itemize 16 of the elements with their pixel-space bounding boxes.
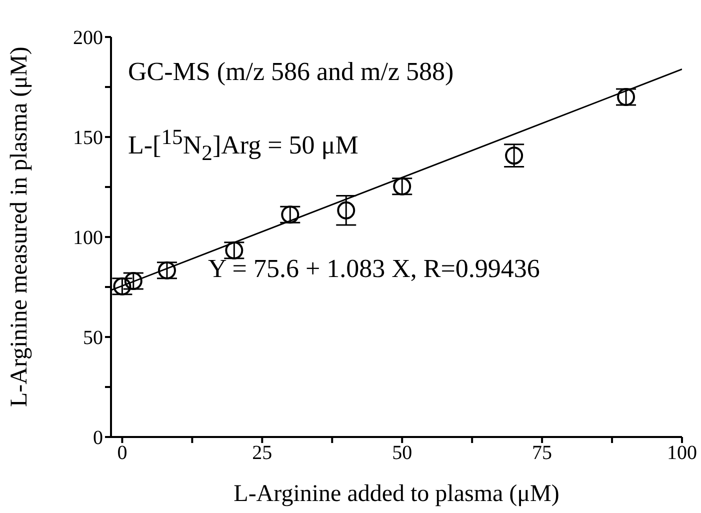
y-tick-label: 50 bbox=[83, 327, 103, 350]
x-tick-label: 75 bbox=[532, 442, 552, 464]
x-axis-title: L-Arginine added to plasma (μM) bbox=[234, 481, 560, 507]
x-tick-label: 0 bbox=[117, 442, 128, 464]
y-tick-label: 200 bbox=[73, 27, 103, 50]
annotation: Y = 75.6 + 1.083 X, R=0.99436 bbox=[208, 254, 540, 284]
y-tick-label: 150 bbox=[73, 127, 103, 150]
annotation: GC-MS (m/z 586 and m/z 588) bbox=[128, 57, 454, 87]
x-tick-label: 50 bbox=[392, 442, 412, 464]
point bbox=[337, 201, 356, 220]
y-tick-label: 100 bbox=[73, 227, 103, 250]
y-tick-label: 0 bbox=[93, 427, 103, 450]
y-axis-title: L-Arginine measured in plasma (μM) bbox=[6, 46, 33, 407]
x-tick-label: 100 bbox=[667, 442, 697, 464]
annotation: L-[$^{15}$N$_{2}$]Arg = 50 μM bbox=[128, 125, 358, 166]
x-tick-label: 25 bbox=[252, 442, 272, 464]
